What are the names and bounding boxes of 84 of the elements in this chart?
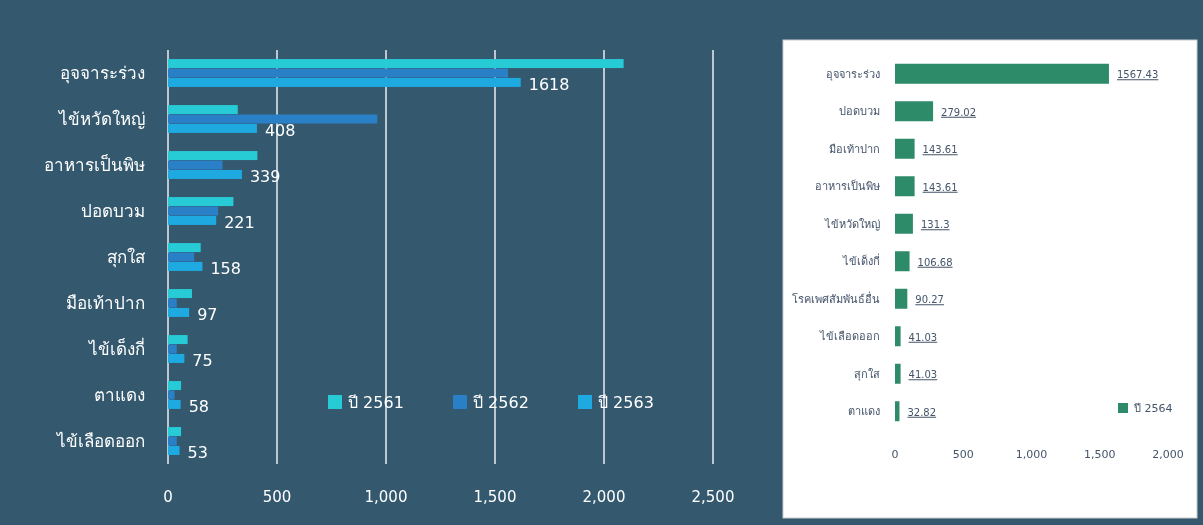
data-label: 90.27 — [915, 294, 944, 306]
y-tick-label: ปอดบวม — [81, 200, 145, 221]
y-tick-label: อาหารเป็นพิษ — [44, 153, 145, 175]
bar — [168, 151, 258, 161]
y-tick-label: ไข้เด็งกี่ — [87, 336, 145, 359]
bar — [168, 252, 195, 262]
y-tick-label: สุกใส — [854, 367, 880, 381]
bar — [168, 344, 177, 354]
x-tick-label: 1,000 — [364, 488, 408, 506]
y-tick-label: อาหารเป็นพิษ — [815, 179, 880, 194]
data-label: 75 — [192, 350, 213, 370]
bar — [895, 326, 901, 347]
bar — [168, 68, 509, 78]
bar — [168, 105, 238, 115]
x-tick-label: 500 — [952, 448, 974, 461]
bar — [168, 335, 188, 345]
bar — [168, 436, 177, 446]
data-label: 143.61 — [922, 144, 958, 156]
data-label: 1567.43 — [1116, 69, 1159, 81]
bar — [895, 288, 908, 309]
bar — [168, 77, 521, 87]
bar — [168, 261, 203, 271]
data-label: 41.03 — [908, 369, 938, 381]
bar — [168, 169, 242, 179]
bar — [168, 160, 223, 170]
x-tick-label: 1,000 — [1015, 448, 1048, 461]
bar — [168, 298, 177, 308]
legend-label: ปี 2564 — [1133, 402, 1173, 416]
x-tick-label: 2,000 — [1152, 448, 1184, 461]
x-tick-label: 2,000 — [582, 488, 626, 506]
y-tick-label: ไข้หวัดใหญ่ — [57, 108, 145, 129]
bar — [168, 114, 378, 124]
x-tick-label: 1,500 — [1084, 448, 1116, 461]
data-label: 41.03 — [908, 331, 938, 343]
y-tick-label: ตาแดง — [848, 405, 880, 419]
data-label: 221 — [224, 212, 255, 232]
x-tick-label: 0 — [891, 448, 899, 461]
bar — [895, 251, 910, 272]
y-tick-label: ไข้เลือดออก — [819, 330, 880, 344]
y-tick-label: โรคเพศสัมพันธ์อื่น — [792, 290, 880, 306]
data-label: 32.82 — [907, 406, 937, 418]
data-label: 58 — [188, 396, 209, 416]
y-tick-label: ไข้เด็งกี่ — [842, 253, 880, 269]
x-tick-label: 500 — [262, 488, 292, 506]
bar — [168, 427, 182, 437]
y-tick-label: มือเท้าปาก — [829, 142, 880, 156]
bar — [168, 381, 182, 391]
x-tick-label: 2,500 — [691, 488, 735, 506]
bar — [168, 59, 624, 69]
y-tick-label: ปอดบวม — [839, 105, 880, 119]
bar — [168, 390, 175, 400]
bar — [168, 445, 180, 455]
y-tick-label: ตาแดง — [94, 384, 145, 405]
bar — [895, 63, 1109, 84]
data-label: 143.61 — [922, 181, 958, 193]
y-tick-label: อุจจาระร่วง — [826, 67, 880, 81]
y-tick-label: อุจจาระร่วง — [60, 62, 145, 84]
bar — [895, 363, 901, 384]
y-tick-label: ไข้เลือดออก — [55, 430, 145, 451]
bar — [168, 307, 190, 317]
data-label: 106.68 — [917, 256, 953, 268]
bar — [168, 243, 201, 253]
y-tick-label: สุกใส — [107, 246, 146, 268]
data-label: 279.02 — [941, 106, 977, 118]
bar — [168, 399, 181, 409]
bar — [168, 206, 219, 216]
data-label: 97 — [197, 304, 218, 324]
bar — [895, 213, 913, 234]
bar — [895, 101, 934, 122]
bar — [168, 289, 192, 299]
bar — [168, 215, 217, 225]
bar — [168, 197, 234, 207]
data-label: 158 — [210, 258, 241, 278]
bar — [168, 353, 185, 363]
x-tick-label: 0 — [163, 488, 173, 506]
y-tick-label: มือเท้าปาก — [66, 292, 145, 313]
bar — [895, 176, 915, 197]
data-label: 131.3 — [920, 219, 950, 231]
x-tick-label: 1,500 — [473, 488, 517, 506]
data-label: 53 — [187, 442, 208, 462]
bar — [168, 123, 257, 133]
y-tick-label: ไข้หวัดใหญ่ — [824, 217, 880, 231]
data-label: 1618 — [528, 74, 570, 94]
bar — [895, 138, 915, 159]
